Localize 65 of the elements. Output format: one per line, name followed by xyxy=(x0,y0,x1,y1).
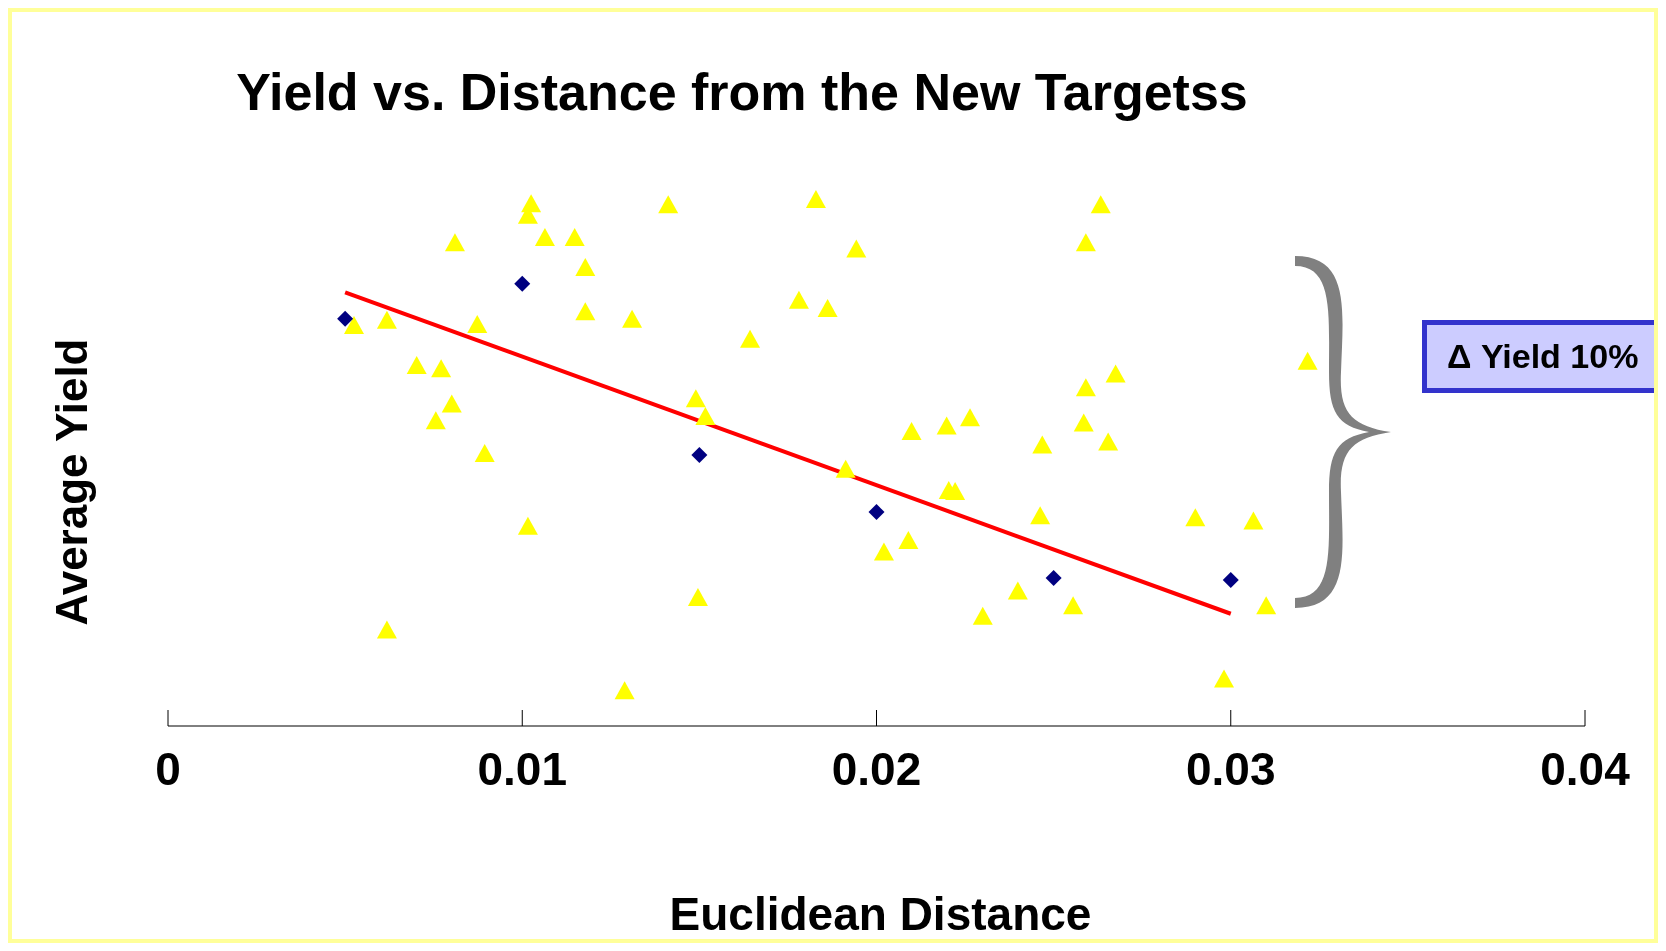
annotation: Δ Yield 10% xyxy=(1446,336,1640,377)
point xyxy=(898,530,919,549)
point xyxy=(564,227,585,246)
point xyxy=(1075,378,1096,397)
point xyxy=(1185,508,1206,527)
point xyxy=(575,302,596,321)
point xyxy=(945,481,966,500)
point xyxy=(521,194,542,213)
point xyxy=(1032,435,1053,454)
point xyxy=(873,542,894,561)
point xyxy=(474,444,495,463)
point xyxy=(695,407,716,426)
point xyxy=(1007,581,1028,600)
point xyxy=(1030,506,1051,525)
x-tick-label: 0 xyxy=(155,742,181,795)
x-tick-label: 0.04 xyxy=(1540,742,1631,795)
point xyxy=(658,195,679,214)
point xyxy=(441,394,462,413)
point xyxy=(936,416,957,435)
point xyxy=(1073,413,1094,432)
x-tick-label: 0.03 xyxy=(1185,742,1276,795)
point xyxy=(467,314,488,333)
point xyxy=(1243,511,1264,530)
point xyxy=(406,356,427,375)
point xyxy=(1105,364,1126,383)
x-tick-label: 0.01 xyxy=(477,742,568,795)
point xyxy=(337,310,354,327)
point xyxy=(376,310,397,329)
y-axis-title: Average Yield xyxy=(47,338,97,626)
x-axis-title: Euclidean Distance xyxy=(668,887,1093,941)
point xyxy=(868,504,885,521)
point xyxy=(534,227,555,246)
point xyxy=(685,389,706,408)
chart-title: Yield vs. Distance from the New Targetss xyxy=(235,62,1249,122)
point xyxy=(1222,572,1239,589)
point xyxy=(376,620,397,639)
point xyxy=(960,408,981,427)
point xyxy=(972,606,993,625)
point xyxy=(1090,195,1111,214)
point xyxy=(444,233,465,252)
point xyxy=(1063,596,1084,615)
point xyxy=(1214,669,1235,688)
point xyxy=(614,681,635,700)
point xyxy=(687,587,708,606)
point xyxy=(431,359,452,378)
point xyxy=(817,299,838,318)
point xyxy=(1075,233,1096,252)
x-tick-label: 0.02 xyxy=(831,742,922,795)
point xyxy=(788,290,809,309)
point xyxy=(691,447,708,464)
point xyxy=(835,459,856,478)
point xyxy=(1098,432,1119,451)
point xyxy=(1297,351,1318,370)
point xyxy=(805,190,826,208)
point xyxy=(846,239,867,258)
point xyxy=(425,411,446,430)
point xyxy=(575,257,596,276)
point xyxy=(740,329,761,348)
point xyxy=(1256,596,1277,615)
point xyxy=(622,309,643,328)
point xyxy=(343,315,364,334)
point xyxy=(517,516,538,535)
point xyxy=(514,275,531,292)
point xyxy=(901,421,922,440)
point xyxy=(1045,569,1062,586)
